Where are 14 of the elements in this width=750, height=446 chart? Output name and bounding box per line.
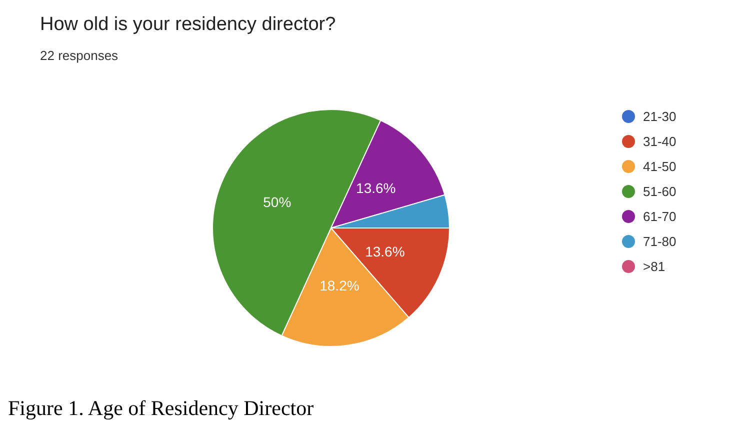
legend-label: >81: [643, 259, 666, 274]
legend-label: 51-60: [643, 184, 676, 199]
data-label: 13.6%: [356, 180, 396, 196]
data-label: 13.6%: [365, 243, 405, 260]
data-label: 50%: [263, 194, 292, 210]
legend-label: 61-70: [643, 209, 676, 224]
legend-label: 31-40: [643, 134, 676, 149]
legend-label: 71-80: [643, 234, 676, 249]
legend-label: 21-30: [643, 109, 676, 124]
legend-label: 41-50: [643, 159, 676, 174]
data-label: 18.2%: [320, 278, 360, 294]
text: 22 responses: [40, 48, 118, 63]
chart-title: How old is your residency director?: [40, 14, 336, 36]
caption: Figure 1. Age of Residency Director: [8, 396, 314, 421]
